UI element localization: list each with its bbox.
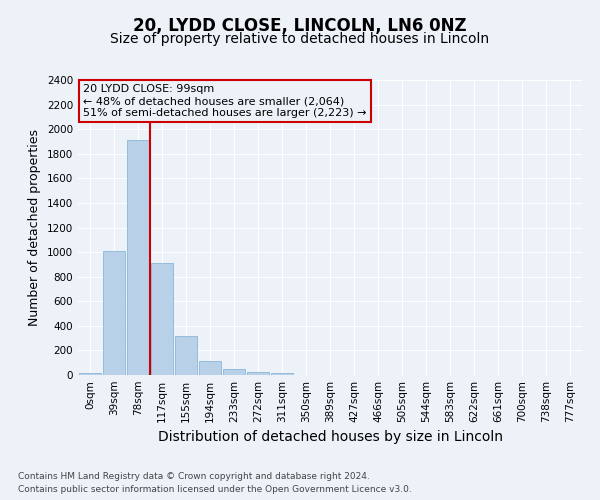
Bar [79,373,101,375]
Text: 20, LYDD CLOSE, LINCOLN, LN6 0NZ: 20, LYDD CLOSE, LINCOLN, LN6 0NZ [133,18,467,36]
Text: Contains public sector information licensed under the Open Government Licence v3: Contains public sector information licen… [18,485,412,494]
Bar [175,336,197,375]
Bar [127,140,149,375]
Text: 20 LYDD CLOSE: 99sqm
← 48% of detached houses are smaller (2,064)
51% of semi-de: 20 LYDD CLOSE: 99sqm ← 48% of detached h… [83,84,367,117]
Bar [103,251,125,375]
Bar [247,372,269,375]
Y-axis label: Number of detached properties: Number of detached properties [28,129,41,326]
X-axis label: Distribution of detached houses by size in Lincoln: Distribution of detached houses by size … [157,430,503,444]
Bar [223,370,245,375]
Text: Size of property relative to detached houses in Lincoln: Size of property relative to detached ho… [110,32,490,46]
Bar [151,263,173,375]
Text: Contains HM Land Registry data © Crown copyright and database right 2024.: Contains HM Land Registry data © Crown c… [18,472,370,481]
Bar [271,372,293,375]
Bar [199,362,221,375]
